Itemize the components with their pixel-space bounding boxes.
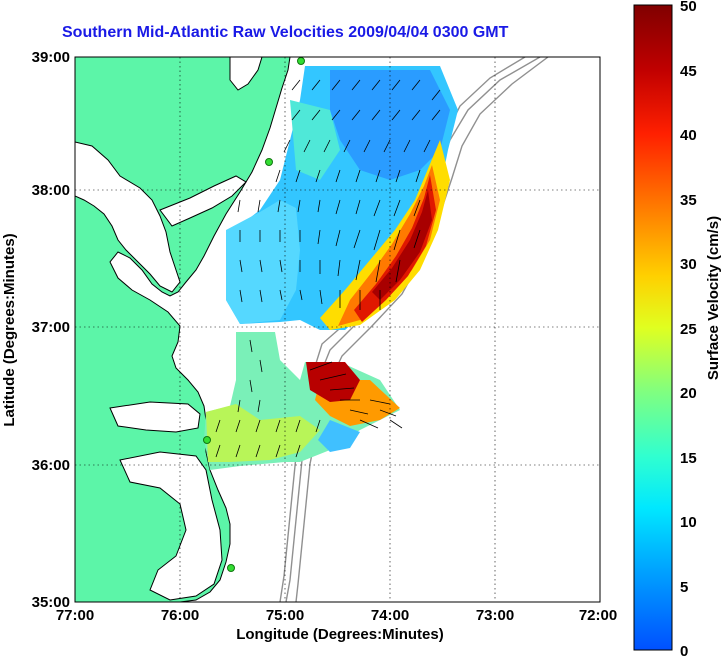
colorbar-tick-label: 40 bbox=[680, 127, 697, 144]
colorbar-ticks: 50 45 40 35 30 25 20 15 10 5 0 bbox=[680, 0, 697, 659]
colorbar-tick-label: 0 bbox=[680, 643, 688, 659]
colorbar-tick-label: 5 bbox=[680, 579, 688, 596]
colorbar-tick-label: 15 bbox=[680, 450, 697, 467]
x-axis-label: Longitude (Degrees:Minutes) bbox=[236, 626, 444, 643]
colorbar-tick-label: 35 bbox=[680, 192, 697, 209]
velocity-vectors bbox=[215, 79, 441, 458]
x-tick-label: 72:00 bbox=[579, 607, 617, 624]
x-axis-ticks: 77:00 76:00 75:00 74:00 73:00 72:00 bbox=[56, 607, 617, 624]
chesapeake-bay bbox=[75, 141, 181, 293]
x-tick-label: 73:00 bbox=[476, 607, 514, 624]
plot-frame bbox=[74, 56, 601, 603]
y-axis-ticks: 39:00 38:00 37:00 36:00 35:00 bbox=[32, 49, 70, 611]
albemarle-sound bbox=[109, 401, 201, 433]
grid-lines bbox=[75, 57, 600, 602]
colorbar-tick-label: 10 bbox=[680, 514, 697, 531]
map-title: Southern Mid-Atlantic Raw Velocities 200… bbox=[62, 24, 509, 41]
y-tick-label: 37:00 bbox=[32, 319, 70, 336]
x-tick-label: 75:00 bbox=[266, 607, 304, 624]
y-tick-label: 39:00 bbox=[32, 49, 70, 66]
y-tick-label: 36:00 bbox=[32, 457, 70, 474]
y-axis-label: Latitude (Degrees:Minutes) bbox=[1, 233, 18, 426]
bay-inlet bbox=[159, 175, 247, 227]
colorbar-tick-label: 50 bbox=[680, 0, 697, 15]
colorbar-tick-label: 20 bbox=[680, 385, 697, 402]
colorbar-tick-label: 30 bbox=[680, 256, 697, 273]
colorbar bbox=[633, 4, 673, 651]
velocity-field-north bbox=[226, 66, 458, 330]
radar-site-marker bbox=[203, 436, 211, 444]
velocity-field-south bbox=[204, 332, 400, 470]
radar-site-marker bbox=[265, 158, 273, 166]
pamlico-sound bbox=[119, 451, 223, 601]
x-tick-label: 74:00 bbox=[371, 607, 409, 624]
radar-site-marker bbox=[297, 57, 305, 65]
colorbar-label: Surface Velocity (cm/s) bbox=[705, 216, 722, 380]
radar-sites bbox=[203, 57, 305, 572]
x-tick-label: 77:00 bbox=[56, 607, 94, 624]
colorbar-tick-label: 25 bbox=[680, 321, 697, 338]
x-tick-label: 76:00 bbox=[161, 607, 199, 624]
y-tick-label: 38:00 bbox=[32, 182, 70, 199]
delaware-bay bbox=[229, 57, 263, 91]
y-tick-label: 35:00 bbox=[32, 594, 70, 611]
radar-site-marker bbox=[227, 564, 235, 572]
colorbar-tick-label: 45 bbox=[680, 63, 697, 80]
